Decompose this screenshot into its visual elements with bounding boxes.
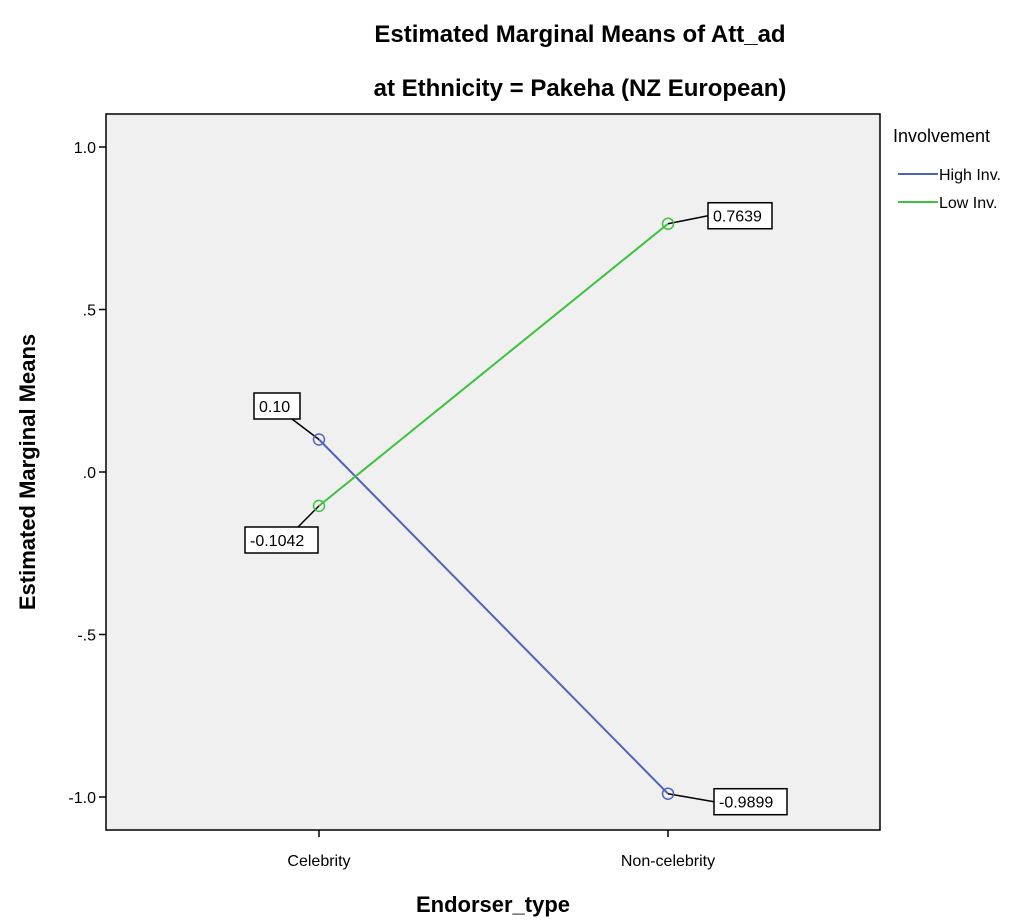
y-tick-label: 1.0: [74, 140, 96, 157]
y-tick-label: -1.0: [68, 790, 96, 807]
data-label: 0.7639: [713, 209, 762, 226]
data-label: -0.9899: [719, 795, 773, 812]
legend-title: Involvement: [893, 126, 990, 146]
data-label: 0.10: [259, 399, 290, 416]
y-axis-title: Estimated Marginal Means: [15, 334, 40, 610]
data-point: [312, 433, 326, 446]
y-tick-label: -.5: [77, 628, 96, 645]
chart-subtitle: at Ethnicity = Pakeha (NZ European): [374, 75, 787, 102]
x-tick-label: Non-celebrity: [621, 853, 715, 870]
data-label: -0.1042: [250, 533, 304, 550]
x-axis: Celebrity Non-celebrity: [287, 830, 715, 870]
data-label-box: [253, 392, 301, 420]
chart-title: Estimated Marginal Means of Att_ad: [374, 21, 785, 48]
data-label-leader: [667, 214, 709, 225]
legend-label: Low Inv.: [939, 195, 997, 212]
y-axis: 1.0 .5 .0 -.5 -1.0: [68, 140, 106, 807]
x-axis-title: Endorser_type: [416, 892, 570, 917]
series-line: [318, 222, 669, 507]
legend-label: High Inv.: [939, 167, 1001, 184]
data-point: [661, 217, 675, 230]
x-tick-label: Celebrity: [287, 853, 350, 870]
y-tick-label: .0: [83, 465, 96, 482]
series-layer: 0.10 -0.9899 -0.1042 0.7639: [244, 201, 788, 816]
data-point: [661, 787, 675, 800]
series-line: [318, 438, 669, 795]
data-label-box: [707, 201, 773, 230]
data-label-leader: [667, 792, 715, 803]
legend: Involvement High Inv. Low Inv.: [893, 126, 1001, 212]
data-label-box: [713, 787, 788, 816]
data-label-box: [244, 526, 319, 554]
legend-items: High Inv. Low Inv.: [898, 167, 1001, 212]
data-point: [312, 499, 326, 513]
plot-area: [105, 113, 881, 831]
y-tick-label: .5: [83, 303, 96, 320]
